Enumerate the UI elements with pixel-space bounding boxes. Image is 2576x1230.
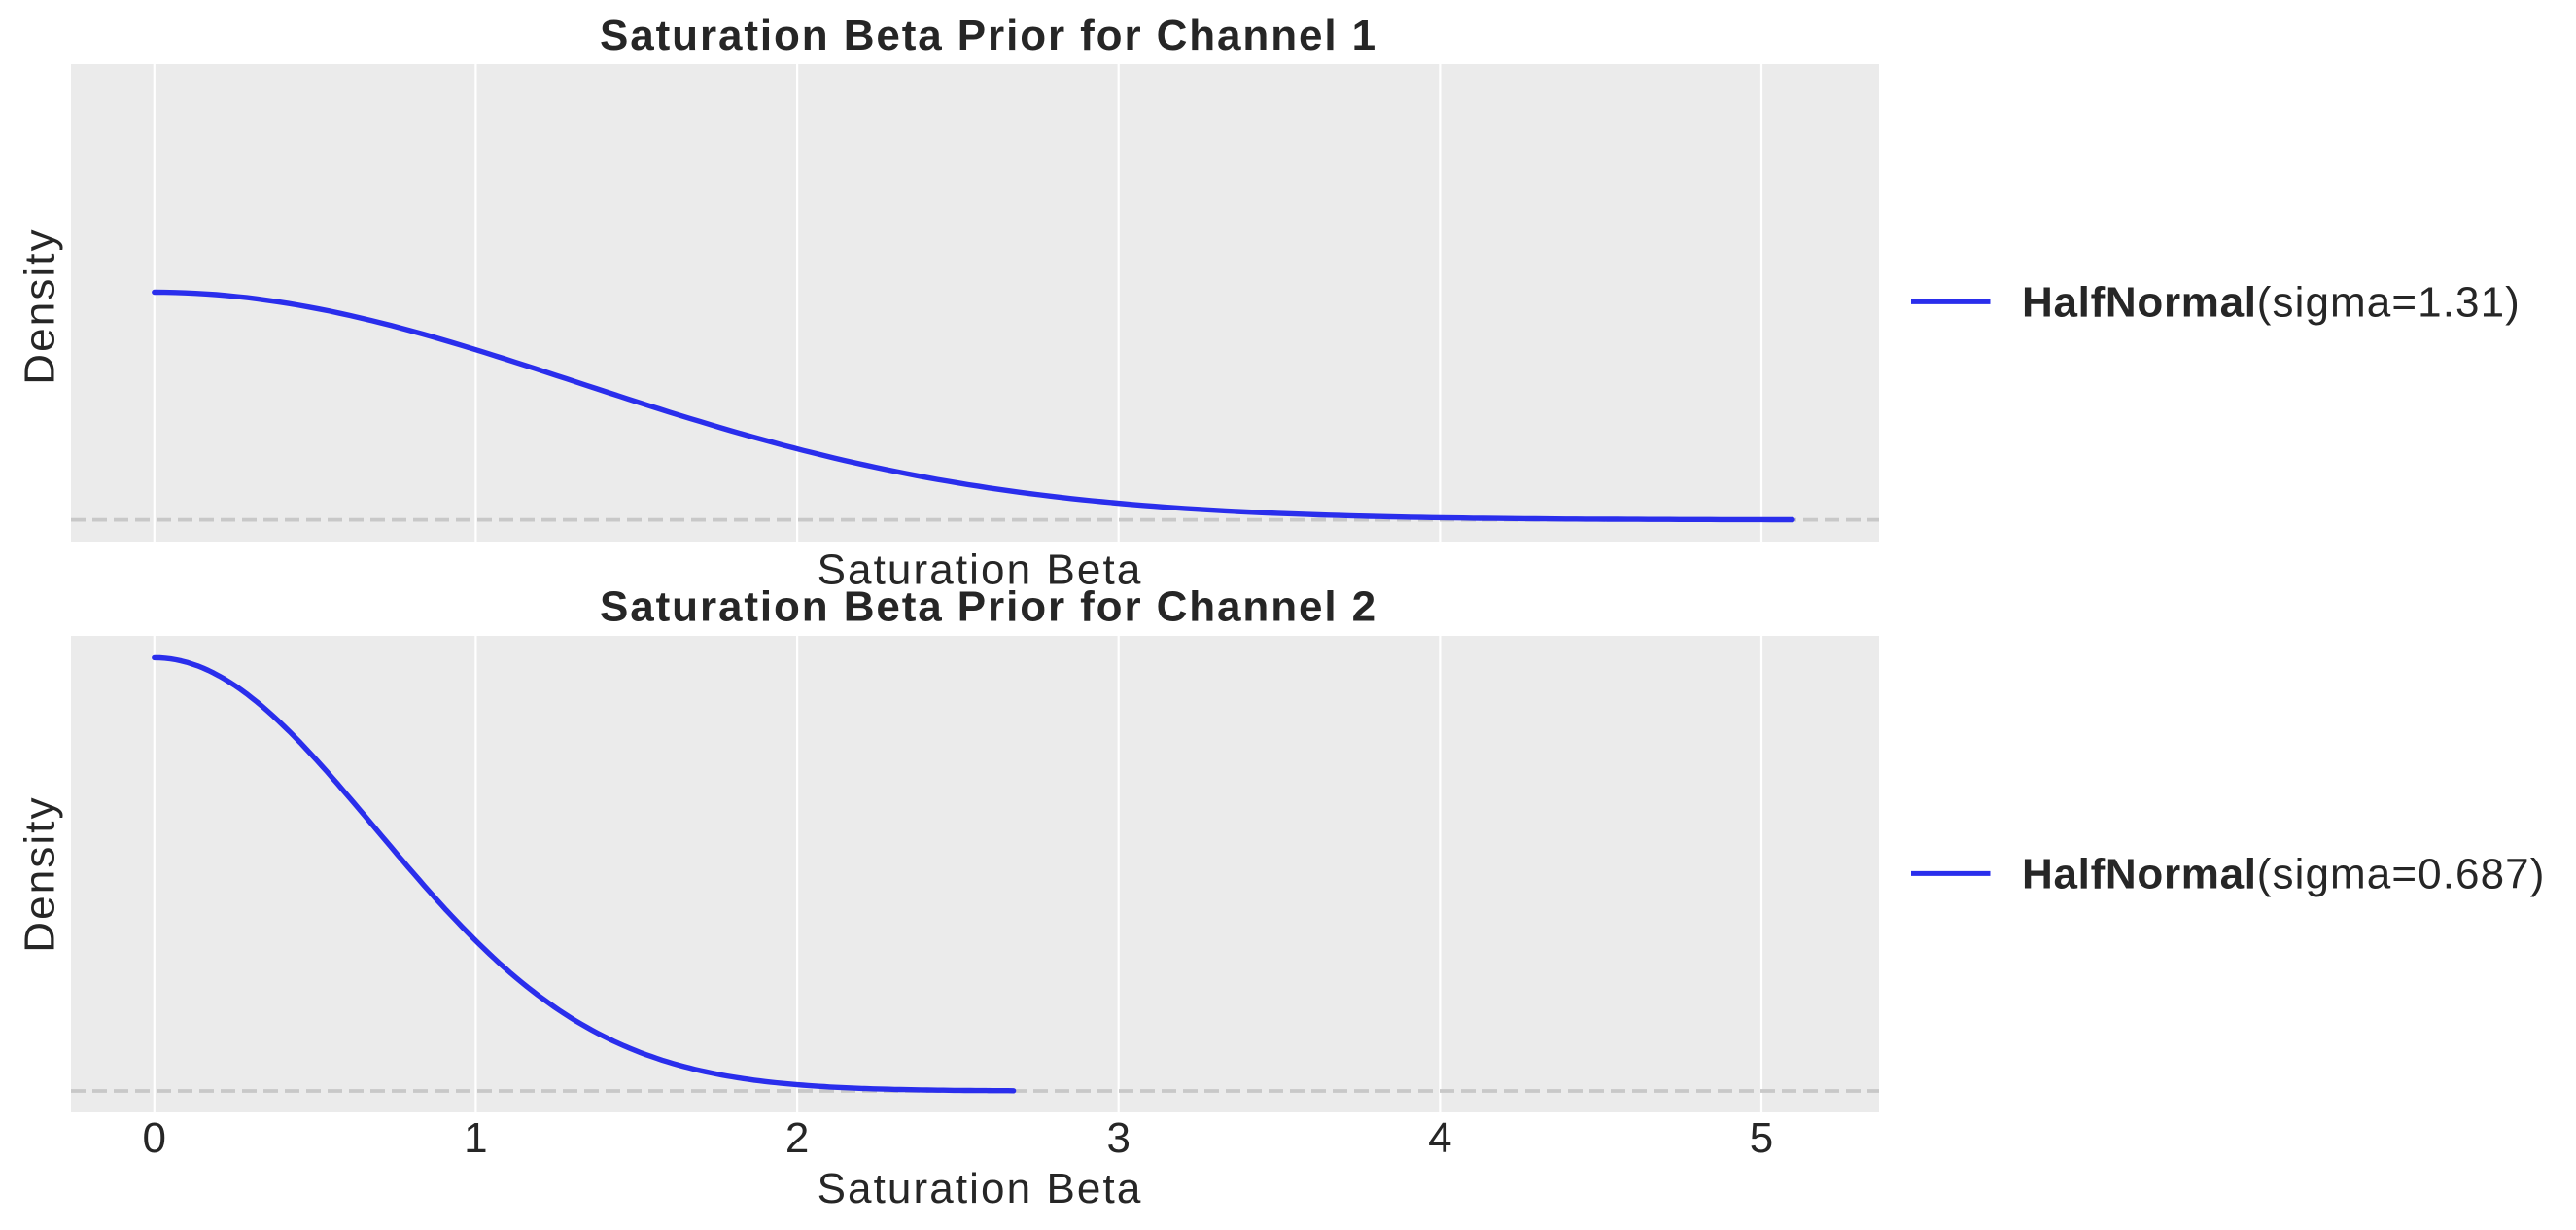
svg-text:Saturation Beta: Saturation Beta <box>818 546 1143 594</box>
svg-text:HalfNormal(sigma=0.687): HalfNormal(sigma=0.687) <box>2022 850 2546 897</box>
svg-text:Saturation Beta Prior for Chan: Saturation Beta Prior for Channel 2 <box>600 583 1377 631</box>
svg-text:5: 5 <box>1750 1114 1773 1162</box>
svg-text:0: 0 <box>143 1114 166 1162</box>
svg-text:1: 1 <box>464 1114 487 1162</box>
svg-text:2: 2 <box>785 1114 809 1162</box>
svg-text:Density: Density <box>16 795 63 952</box>
svg-text:4: 4 <box>1428 1114 1451 1162</box>
svg-text:HalfNormal(sigma=1.31): HalfNormal(sigma=1.31) <box>2022 278 2521 326</box>
svg-text:Saturation Beta Prior for Chan: Saturation Beta Prior for Channel 1 <box>600 12 1377 59</box>
svg-text:Saturation Beta: Saturation Beta <box>818 1165 1143 1212</box>
svg-text:3: 3 <box>1106 1114 1130 1162</box>
svg-text:Density: Density <box>16 228 63 384</box>
